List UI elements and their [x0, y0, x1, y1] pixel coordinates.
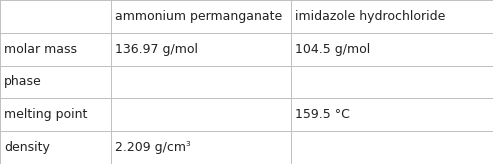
- Text: 2.209 g/cm: 2.209 g/cm: [115, 141, 186, 154]
- Text: 104.5 g/mol: 104.5 g/mol: [295, 43, 370, 56]
- Text: 159.5 °C: 159.5 °C: [295, 108, 350, 121]
- Text: melting point: melting point: [4, 108, 87, 121]
- Text: density: density: [4, 141, 50, 154]
- Text: 3: 3: [186, 141, 190, 147]
- Text: imidazole hydrochloride: imidazole hydrochloride: [295, 10, 445, 23]
- Text: ammonium permanganate: ammonium permanganate: [115, 10, 282, 23]
- Text: molar mass: molar mass: [4, 43, 77, 56]
- Text: 136.97 g/mol: 136.97 g/mol: [115, 43, 198, 56]
- Text: phase: phase: [4, 75, 42, 89]
